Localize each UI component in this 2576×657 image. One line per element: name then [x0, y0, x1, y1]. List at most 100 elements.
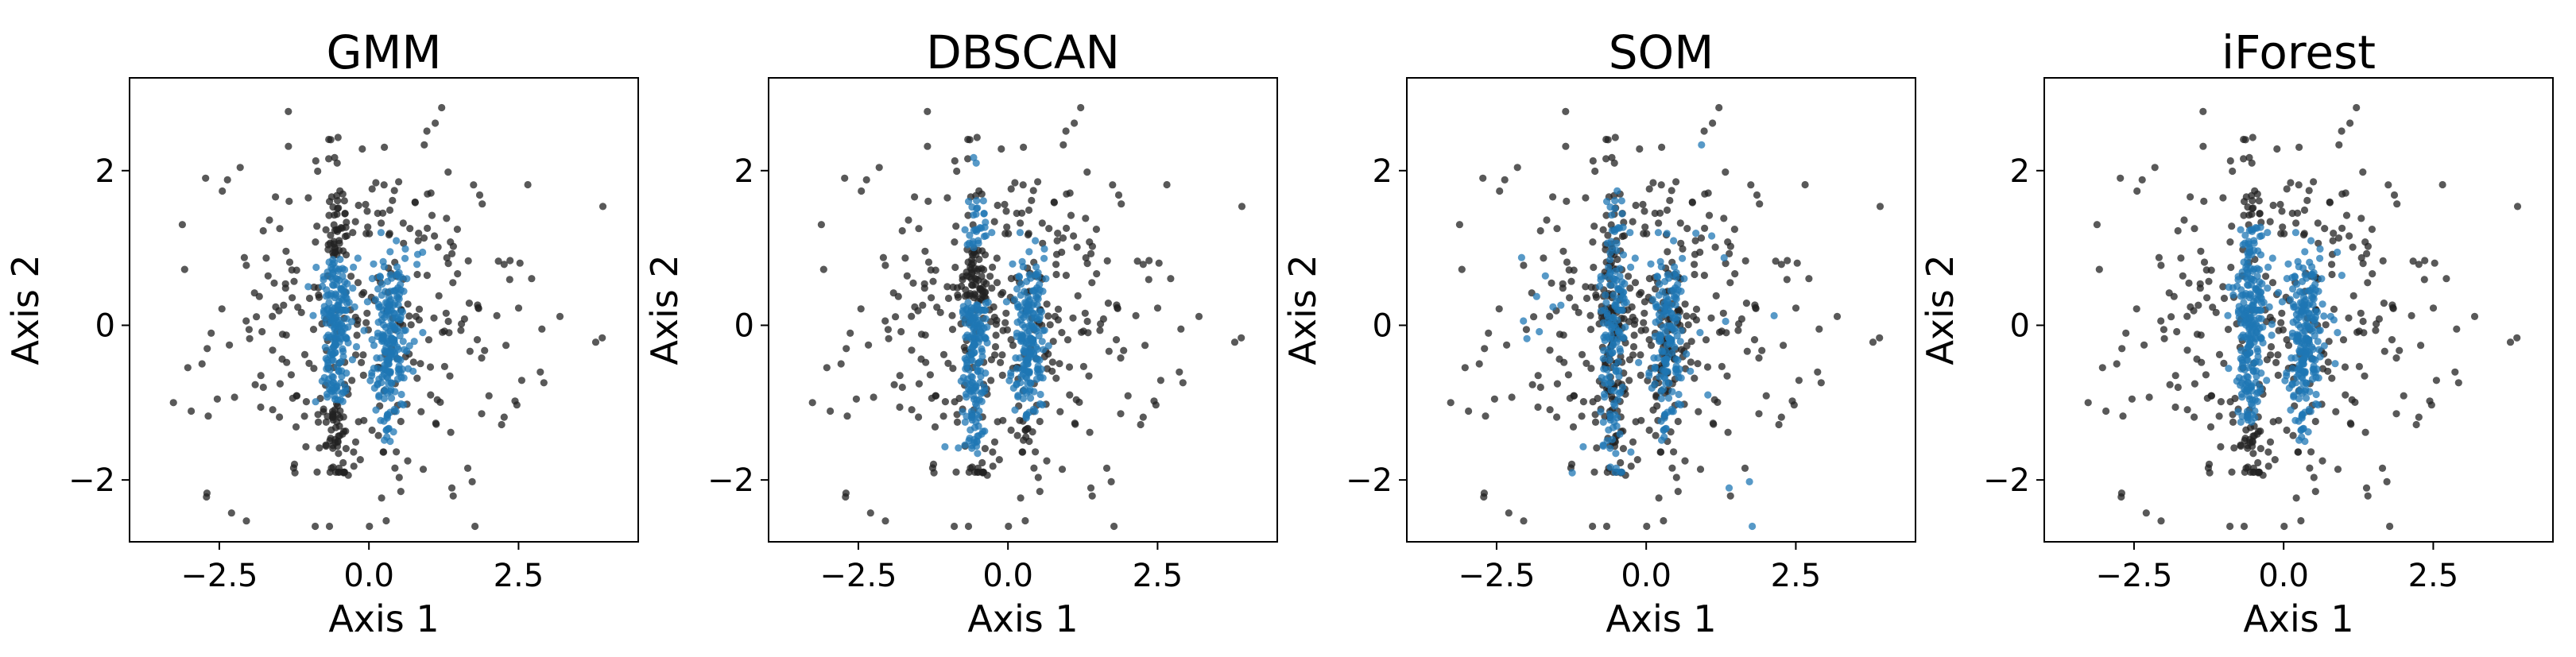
scatter-point-group-b [290, 277, 298, 285]
scatter-point-group-a [341, 265, 349, 274]
scatter-point-group-b [1582, 294, 1591, 303]
scatter-point-group-b [444, 260, 452, 268]
scatter-point-group-b [427, 189, 435, 197]
scatter-point-group-b [460, 315, 469, 323]
scatter-point-group-b [1052, 374, 1060, 382]
scatter-point-group-b [1582, 359, 1590, 367]
scatter-point-group-b [1641, 223, 1649, 231]
scatter-point-group-a [388, 379, 396, 387]
scatter-point-group-b [2393, 200, 2401, 208]
scatter-point-group-a [1028, 322, 1036, 330]
scatter-point-group-b [556, 312, 564, 320]
scatter-point-group-a [1668, 388, 1676, 396]
scatter-point-group-b [2346, 232, 2353, 240]
y-tick-label: −2 [1346, 462, 1393, 499]
scatter-point-group-b [915, 413, 923, 421]
scatter-point-group-b [2205, 277, 2213, 285]
scatter-point-group-b [1649, 179, 1657, 187]
scatter-point-group-b [1139, 261, 1147, 269]
scatter-point-group-b [1082, 253, 1090, 262]
scatter-point-group-b [331, 406, 339, 414]
scatter-point-group-a [1005, 377, 1013, 385]
scatter-point-group-b [219, 187, 227, 195]
scatter-point-group-b [316, 444, 323, 452]
scatter-point-group-b [1571, 303, 1579, 311]
scatter-point-group-b [1553, 225, 1561, 233]
scatter-point-group-b [1036, 488, 1044, 496]
scatter-point-group-a [1616, 430, 1624, 439]
scatter-point-group-b [327, 231, 335, 239]
scatter-point-group-b [1046, 321, 1054, 329]
scatter-points [2084, 103, 2522, 531]
scatter-point-group-b [2269, 201, 2277, 210]
scatter-point-group-a [941, 443, 949, 451]
scatter-point-group-a [2334, 248, 2342, 257]
scatter-point-group-b [272, 193, 280, 201]
scatter-point-group-b [1019, 181, 1027, 189]
scatter-point-group-a [1603, 309, 1611, 317]
scatter-point-group-a [384, 277, 392, 285]
scatter-point-group-b [1657, 448, 1665, 456]
x-axis-label: Axis 1 [2243, 597, 2353, 640]
scatter-point-group-b [1563, 258, 1571, 266]
scatter-point-group-b [857, 305, 865, 313]
scatter-point-group-a [1745, 477, 1753, 486]
scatter-point-group-a [319, 282, 327, 290]
scatter-point-group-b [395, 473, 403, 481]
scatter-point-group-b [2300, 206, 2309, 214]
scatter-point-group-b [2329, 237, 2337, 245]
scatter-point-group-a [334, 301, 342, 309]
scatter-point-group-b [953, 418, 962, 427]
scatter-point-group-a [2302, 394, 2311, 402]
scatter-point-group-b [360, 416, 368, 424]
scatter-point-group-a [1667, 322, 1675, 330]
scatter-point-group-a [965, 198, 973, 206]
scatter-point-group-b [2278, 309, 2286, 317]
scatter-point-group-b [2228, 222, 2236, 230]
scatter-point-group-a [2294, 321, 2303, 329]
axes-frame [1406, 77, 1916, 543]
scatter-point-group-b [432, 119, 440, 127]
scatter-point-group-a [978, 322, 986, 330]
scatter-point-group-b [245, 326, 253, 334]
scatter-point-group-a [1660, 367, 1669, 375]
scatter-point-group-b [921, 247, 929, 255]
scatter-point-group-b [2157, 261, 2165, 269]
scatter-point-group-b [415, 305, 424, 313]
scatter-point-group-a [374, 300, 382, 308]
scatter-point-group-b [305, 294, 314, 303]
scatter-point-group-b [2280, 522, 2288, 531]
scatter-point-group-a [1549, 303, 1557, 311]
scatter-point-group-b [885, 334, 893, 342]
scatter-point-group-b [325, 211, 333, 219]
scatter-point-group-b [2266, 218, 2274, 226]
scatter-point-group-a [1725, 484, 1733, 492]
scatter-point-group-b [2453, 325, 2461, 333]
scatter-point-group-b [1141, 342, 1149, 350]
scatter-point-group-b [524, 180, 532, 189]
scatter-point-group-b [1505, 509, 1513, 517]
scatter-point-group-a [2253, 322, 2261, 330]
scatter-point-group-a [328, 303, 336, 312]
scatter-point-group-b [320, 405, 327, 413]
scatter-point-group-b [2224, 326, 2233, 334]
scatter-point-group-b [1697, 234, 1706, 242]
scatter-point-group-b [1447, 399, 1455, 407]
scatter-point-group-a [385, 355, 393, 363]
y-tick-label: 0 [95, 307, 115, 344]
scatter-point-group-b [2506, 338, 2515, 346]
scatter-point-group-b [339, 413, 347, 421]
scatter-point-group-b [1805, 275, 1813, 283]
scatter-point-group-a [1013, 285, 1021, 293]
scatter-point-group-b [353, 331, 361, 339]
scatter-point-group-b [1007, 426, 1015, 435]
scatter-point-group-b [420, 141, 428, 149]
scatter-point-group-a [2291, 229, 2299, 237]
scatter-point-group-b [948, 311, 956, 319]
scatter-point-group-b [1750, 336, 1759, 344]
scatter-point-group-b [1153, 304, 1162, 312]
scatter-point-group-b [1110, 522, 1118, 531]
scatter-point-group-a [1664, 394, 1673, 402]
scatter-point-group-b [478, 410, 486, 418]
scatter-point-group-b [1734, 327, 1742, 334]
